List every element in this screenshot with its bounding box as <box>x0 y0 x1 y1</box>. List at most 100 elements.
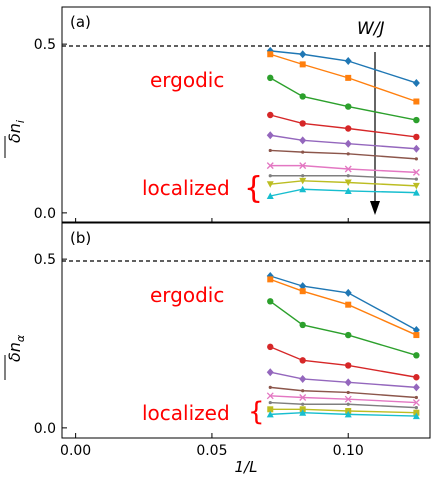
panel-a-series-6-point <box>301 150 305 154</box>
panel-a-series-8-point <box>346 174 350 178</box>
panel-b-series-10-point <box>299 409 307 416</box>
panel-a-ergodic-label: ergodic <box>150 68 224 92</box>
panel-b-series-1-point <box>412 326 420 334</box>
panel-a-y-axis-subscript: i <box>14 120 27 123</box>
panel-a-localized-label: localized <box>142 176 230 200</box>
panel-b-series-7-point <box>412 399 420 407</box>
panel-b-series-3-point <box>413 352 420 359</box>
panel-b-series-5-point <box>299 374 307 383</box>
panel-b-series-6-point <box>268 385 272 389</box>
x-tick-label: 0.10 <box>333 443 364 459</box>
panel-b-series-2-point <box>413 332 420 339</box>
panel-b-series-10-point <box>344 410 352 418</box>
panel-a-series-2-line <box>270 53 417 103</box>
panel-b-series-1-line <box>270 275 417 331</box>
panel-b-series-10-point <box>412 412 420 420</box>
panel-a-series-3-point <box>345 103 352 110</box>
panel-b-series-1-point <box>299 282 307 291</box>
panel-a-series-8-point <box>268 174 272 178</box>
panel-a-series-8-point <box>414 177 418 181</box>
panel-b-series-2-point <box>299 288 306 295</box>
panel-a-series-6-point <box>346 152 350 156</box>
panel-b-label: (b) <box>70 229 91 247</box>
panel-a-series-1-point <box>412 78 420 87</box>
panel-b-series-4-point <box>345 362 352 369</box>
panel-b-series-5-line <box>270 371 417 389</box>
panel-a: (a) W/J ergodic localized { δni 0.0 0.5 <box>4 6 431 224</box>
panel-b-series-7-point <box>344 395 352 403</box>
panel-a-series-2-point <box>413 98 420 105</box>
x-axis-label: 1/L <box>235 458 258 476</box>
panel-b-series <box>266 272 420 420</box>
panel-a-series-9-point <box>344 179 352 186</box>
panel-a-series-8-point <box>301 174 305 178</box>
panel-b-series-5-point <box>412 383 420 392</box>
panel-b-series-10-point <box>266 410 274 418</box>
panel-a-series-4-point <box>267 111 274 119</box>
panel-a-series-9-point <box>299 177 307 185</box>
panel-b-series-6-point <box>414 395 418 400</box>
panel-a-series-6-point <box>414 157 418 161</box>
panel-b-localized-label: localized <box>142 401 230 425</box>
panel-a-series-7-point <box>299 162 307 170</box>
panel-a-series-10-point <box>412 189 420 196</box>
panel-a-series-2-point <box>345 74 352 81</box>
panel-a-series-10-line <box>270 188 417 197</box>
panel-a-label: (a) <box>70 13 91 31</box>
panel-a-series-4-point <box>345 125 352 132</box>
panel-b-frame <box>61 221 431 439</box>
panel-a-series-3-point <box>267 74 274 82</box>
panel-a-series-2-point <box>299 61 306 68</box>
panel-a-series-1-point <box>344 57 352 65</box>
panel-a-series-7-point <box>344 165 352 173</box>
panel-b-series-7-line <box>270 395 417 404</box>
panel-b-y-tick-label: 0.0 <box>34 421 56 437</box>
panel-b-series-3-point <box>299 321 306 329</box>
panel-a-y-axis-label: δni <box>5 120 27 143</box>
panel-b-series-7-point <box>266 392 274 400</box>
panel-b-series-9-line <box>270 408 417 414</box>
panel-b-series-6-point <box>346 390 350 395</box>
panel-b-series-8-point <box>414 406 418 410</box>
panel-a-series-4-point <box>299 120 306 127</box>
panel-a-series-7-point <box>266 162 274 170</box>
panel-a-series-4-point <box>413 133 420 141</box>
panel-b-series-4-point <box>267 343 274 351</box>
panel-b-series-5-point <box>344 378 352 387</box>
panel-b-series-8-point <box>268 400 272 405</box>
panel-b-series-9-point <box>267 406 274 413</box>
panel-b-series-3-line <box>269 300 417 356</box>
panel-b-series-5-point <box>266 368 274 377</box>
panel-b-series-2-point <box>267 276 274 283</box>
panel-a-series-6-point <box>268 148 272 153</box>
panel-b-series-2-line <box>270 278 417 336</box>
panel-b-series-4-point <box>299 357 306 364</box>
panel-a-series-1-point <box>299 50 307 59</box>
panel-a-series-4-line <box>270 114 417 138</box>
panel-b-series-10-line <box>270 411 417 417</box>
panel-a-series-3-point <box>413 116 420 124</box>
panel-a-series-3-point <box>299 93 306 100</box>
panel-b-series-2-point <box>345 301 352 308</box>
panel-b-series-8-point <box>301 402 305 406</box>
panel-a-series-5-point <box>266 131 274 140</box>
panel-a-arrow-label: W/J <box>357 19 385 39</box>
panel-a-arrow-head <box>370 201 380 215</box>
panel-b-series-6-line <box>270 386 417 399</box>
panel-a-series-9-point <box>412 182 420 190</box>
panel-a-series-5-point <box>299 136 307 145</box>
panel-a-series-5-point <box>412 144 420 153</box>
panel-a-series-2-point <box>267 51 274 58</box>
panel-a-series-8-line <box>270 175 417 180</box>
panel-b-series-8-point <box>346 402 350 406</box>
panel-b-series-3-point <box>267 298 274 305</box>
panel-b-series-8-line <box>270 401 417 409</box>
panel-a-series-9-line <box>270 180 417 187</box>
panel-a-series-5-point <box>344 139 352 148</box>
panel-a-series-10-point <box>266 192 274 199</box>
panel-b-series-1-point <box>344 288 352 297</box>
x-tick-label: 0.00 <box>60 443 91 459</box>
panel-a-y-tick-label: 0.5 <box>34 37 56 53</box>
panel-b-y-axis-subscript: α <box>14 334 27 342</box>
